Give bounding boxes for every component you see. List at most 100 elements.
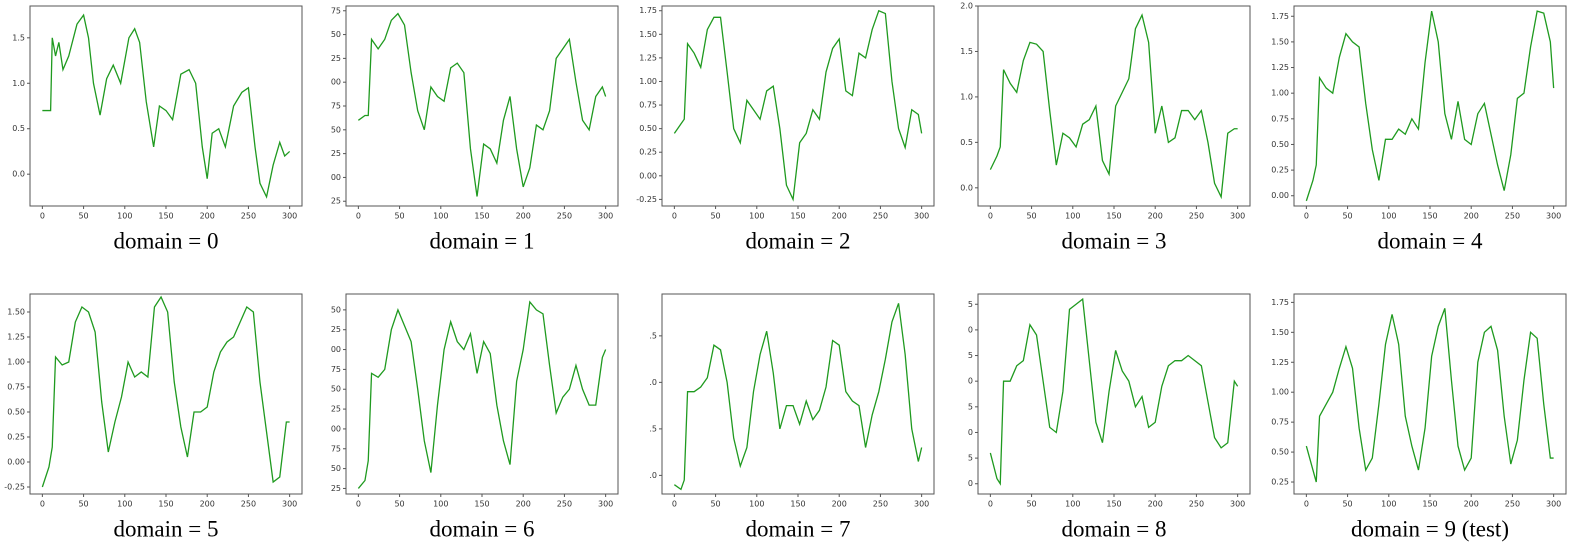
x-tick-label: 0: [40, 212, 45, 221]
y-tick-label: 1.00: [1271, 388, 1289, 397]
y-tick-label: 25: [331, 405, 341, 414]
y-tick-label: 0: [968, 325, 973, 334]
caption: domain = 1: [430, 228, 535, 253]
y-tick-label: 0.25: [639, 148, 657, 157]
line: [1305, 308, 1554, 483]
x-tick-label: 50: [1342, 212, 1352, 221]
x-tick-label: 200: [1464, 500, 1479, 509]
x-tick-label: 0: [672, 212, 677, 221]
x-tick-label: 200: [1148, 212, 1163, 221]
line: [42, 13, 291, 199]
plot-frame: [345, 5, 619, 207]
x-tick-label: 50: [78, 500, 88, 509]
caption: domain = 9 (test): [1351, 516, 1509, 541]
x-tick-label: 50: [710, 500, 720, 509]
y-tick-label: 1.00: [1271, 89, 1289, 98]
y-tick-label: 5: [968, 351, 973, 360]
x-tick-label: 150: [158, 500, 173, 509]
x-tick-label: 150: [474, 500, 489, 509]
y-tick-label: 00: [331, 173, 341, 182]
x-tick-label: 200: [200, 500, 215, 509]
y-tick-label: 2.0: [960, 2, 973, 11]
y-tick-label: 0.25: [1271, 166, 1289, 175]
y-tick-label: 50: [331, 125, 341, 134]
y-tick-label: 25: [331, 197, 341, 206]
x-tick-label: 300: [282, 500, 297, 509]
y-tick-label: 0.50: [639, 124, 657, 133]
caption: domain = 7: [746, 516, 851, 541]
y-tick-label: 0.75: [7, 383, 25, 392]
x-tick-label: 250: [1189, 212, 1204, 221]
y-tick-label: 0.75: [639, 101, 657, 110]
x-tick-label: 0: [672, 500, 677, 509]
line: [357, 300, 607, 489]
caption: domain = 3: [1062, 228, 1167, 253]
y-tick-label: 0.50: [7, 408, 25, 417]
y-tick-label: 1.25: [1271, 358, 1289, 367]
x-tick-label: 200: [832, 500, 847, 509]
y-tick-label: 0.0: [12, 170, 25, 179]
line: [673, 303, 923, 491]
y-tick-label: 0.0: [960, 183, 973, 192]
y-tick-label: .5: [649, 331, 657, 340]
y-tick-label: 0.50: [1271, 448, 1289, 457]
x-tick-label: 200: [516, 500, 531, 509]
y-tick-label: 50: [331, 464, 341, 473]
y-tick-label: 00: [331, 424, 341, 433]
plot-frame: [977, 5, 1251, 207]
y-tick-label: 50: [331, 385, 341, 394]
x-tick-label: 300: [1230, 500, 1245, 509]
x-tick-label: 150: [790, 212, 805, 221]
x-tick-label: 100: [433, 500, 448, 509]
y-tick-label: 50: [331, 305, 341, 314]
x-tick-label: 100: [749, 500, 764, 509]
x-tick-label: 0: [40, 500, 45, 509]
y-tick-label: 1.5: [960, 47, 973, 56]
x-tick-label: 150: [1422, 212, 1437, 221]
x-tick-label: 50: [78, 212, 88, 221]
x-tick-label: 250: [557, 212, 572, 221]
x-tick-label: 300: [1230, 212, 1245, 221]
x-tick-label: 250: [1505, 212, 1520, 221]
y-tick-label: 75: [331, 365, 341, 374]
x-tick-label: 0: [1304, 212, 1309, 221]
y-tick-label: 1.5: [12, 33, 25, 42]
y-tick-label: 0.50: [1271, 140, 1289, 149]
y-tick-label: 0.75: [1271, 418, 1289, 427]
x-tick-label: 50: [394, 500, 404, 509]
y-tick-label: 1.50: [639, 30, 657, 39]
x-tick-label: 250: [873, 500, 888, 509]
y-tick-label: 5: [968, 300, 973, 309]
y-tick-label: 25: [331, 484, 341, 493]
y-tick-label: 00: [331, 345, 341, 354]
y-tick-label: .5: [649, 424, 657, 433]
x-tick-label: 200: [1464, 212, 1479, 221]
y-tick-label: 25: [331, 149, 341, 158]
x-tick-label: 150: [1106, 212, 1121, 221]
y-tick-label: 1.00: [7, 358, 25, 367]
caption: domain = 5: [114, 516, 219, 541]
x-tick-label: 300: [914, 212, 929, 221]
y-tick-label: 25: [331, 54, 341, 63]
caption: domain = 4: [1378, 228, 1483, 253]
caption: domain = 0: [114, 228, 219, 253]
plot-frame: [29, 5, 303, 207]
y-tick-label: 0.5: [960, 138, 973, 147]
x-tick-label: 0: [356, 500, 361, 509]
y-tick-label: .0: [649, 378, 657, 387]
y-tick-label: 0: [968, 377, 973, 386]
x-tick-label: 200: [516, 212, 531, 221]
line: [1305, 10, 1555, 202]
y-tick-label: 5: [968, 402, 973, 411]
x-tick-label: 250: [241, 500, 256, 509]
y-tick-label: 1.25: [639, 53, 657, 62]
y-tick-label: 1.50: [7, 308, 25, 317]
x-tick-label: 100: [1381, 500, 1396, 509]
y-tick-label: 0.00: [639, 171, 657, 180]
caption: domain = 6: [430, 516, 535, 541]
x-tick-label: 100: [1381, 212, 1396, 221]
y-tick-label: 50: [331, 30, 341, 39]
x-tick-label: 250: [1189, 500, 1204, 509]
x-tick-label: 100: [1065, 500, 1080, 509]
x-tick-label: 300: [914, 500, 929, 509]
